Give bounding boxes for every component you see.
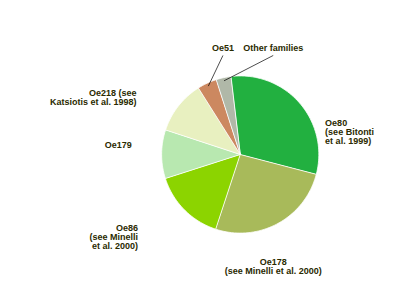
svg-text:Oe179: Oe179 <box>105 140 132 150</box>
svg-text:Oe51: Oe51 <box>212 43 234 53</box>
svg-text:Oe178(see Minelli et al. 2000): Oe178(see Minelli et al. 2000) <box>225 256 322 275</box>
svg-text:Oe80(see Bitontiet al. 1999): Oe80(see Bitontiet al. 1999) <box>325 118 374 146</box>
svg-text:Oe86(see Minelliet al. 2000): Oe86(see Minelliet al. 2000) <box>90 223 139 251</box>
svg-text:Oe218 (seeKatsiotis et al. 199: Oe218 (seeKatsiotis et al. 1998) <box>50 88 137 107</box>
svg-text:Other families: Other families <box>243 43 303 53</box>
